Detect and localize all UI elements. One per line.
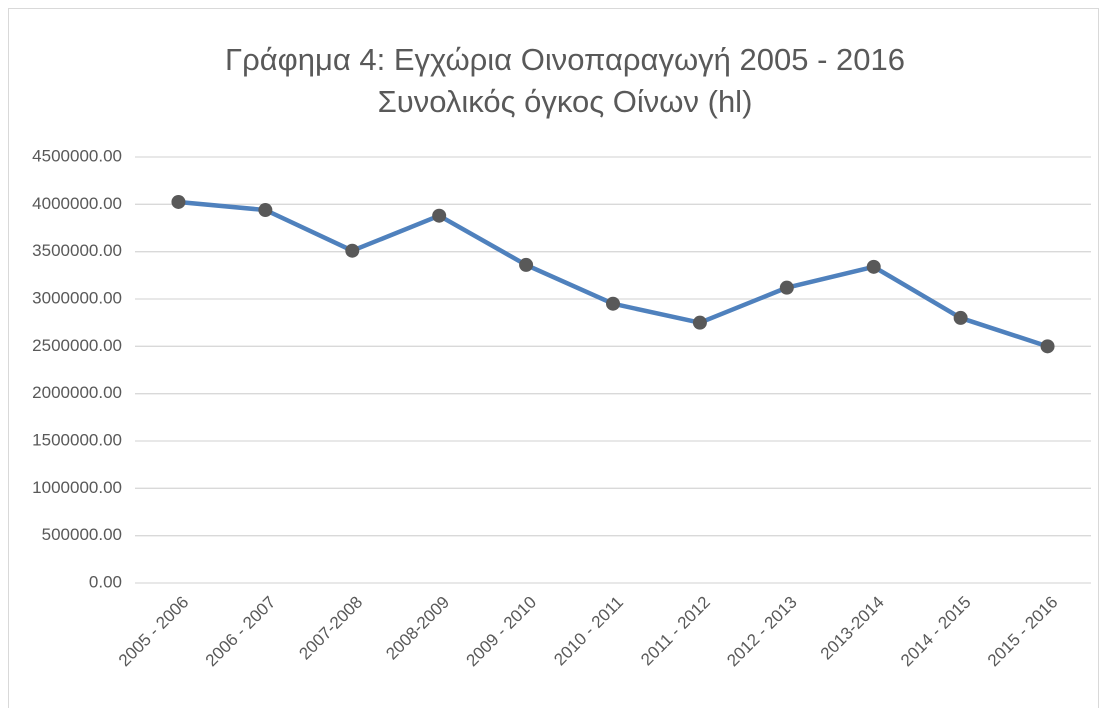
data-line bbox=[178, 199, 1049, 349]
y-tick-label: 3000000.00 bbox=[32, 288, 122, 307]
data-point bbox=[519, 257, 534, 272]
data-point bbox=[866, 259, 881, 274]
y-tick-label: 2500000.00 bbox=[32, 336, 122, 355]
x-tick-label: 2013-2014 bbox=[817, 593, 888, 664]
x-tick-label: 2011 - 2012 bbox=[637, 593, 714, 670]
data-point bbox=[692, 315, 707, 330]
data-point bbox=[432, 208, 447, 223]
data-point bbox=[171, 194, 186, 209]
y-tick-label: 3500000.00 bbox=[32, 241, 122, 260]
x-tick-label: 2006 - 2007 bbox=[202, 593, 280, 671]
data-point bbox=[953, 310, 968, 325]
data-point bbox=[1040, 339, 1055, 354]
data-point bbox=[606, 296, 620, 311]
x-tick-label: 2007-2008 bbox=[295, 593, 366, 664]
x-tick-label: 2015 - 2016 bbox=[984, 593, 1062, 671]
x-tick-label: 2012 - 2013 bbox=[723, 593, 801, 671]
chart-border bbox=[8, 8, 1099, 708]
x-tick-label: 2008-2009 bbox=[382, 593, 453, 664]
data-point bbox=[258, 203, 273, 218]
x-tick-label: 2010 - 2011 bbox=[550, 593, 627, 670]
y-tick-label: 4000000.00 bbox=[32, 194, 122, 213]
data-point bbox=[779, 280, 794, 295]
y-tick-label: 0.00 bbox=[89, 572, 122, 591]
chart-subtitle: Συνολικός όγκος Οίνων (hl) bbox=[378, 84, 753, 119]
y-tick-label: 4500000.00 bbox=[32, 146, 122, 165]
y-tick-label: 1000000.00 bbox=[32, 478, 122, 497]
x-tick-label: 2009 - 2010 bbox=[462, 593, 540, 671]
x-tick-label: 2014 - 2015 bbox=[897, 593, 975, 671]
y-tick-label: 2000000.00 bbox=[32, 383, 122, 402]
data-point bbox=[345, 243, 360, 258]
y-tick-label: 500000.00 bbox=[42, 525, 122, 544]
y-tick-label: 1500000.00 bbox=[32, 430, 122, 449]
x-tick-label: 2005 - 2006 bbox=[115, 593, 193, 671]
chart-title: Γράφημα 4: Εγχώρια Οινοπαραγωγή 2005 - 2… bbox=[225, 42, 905, 77]
